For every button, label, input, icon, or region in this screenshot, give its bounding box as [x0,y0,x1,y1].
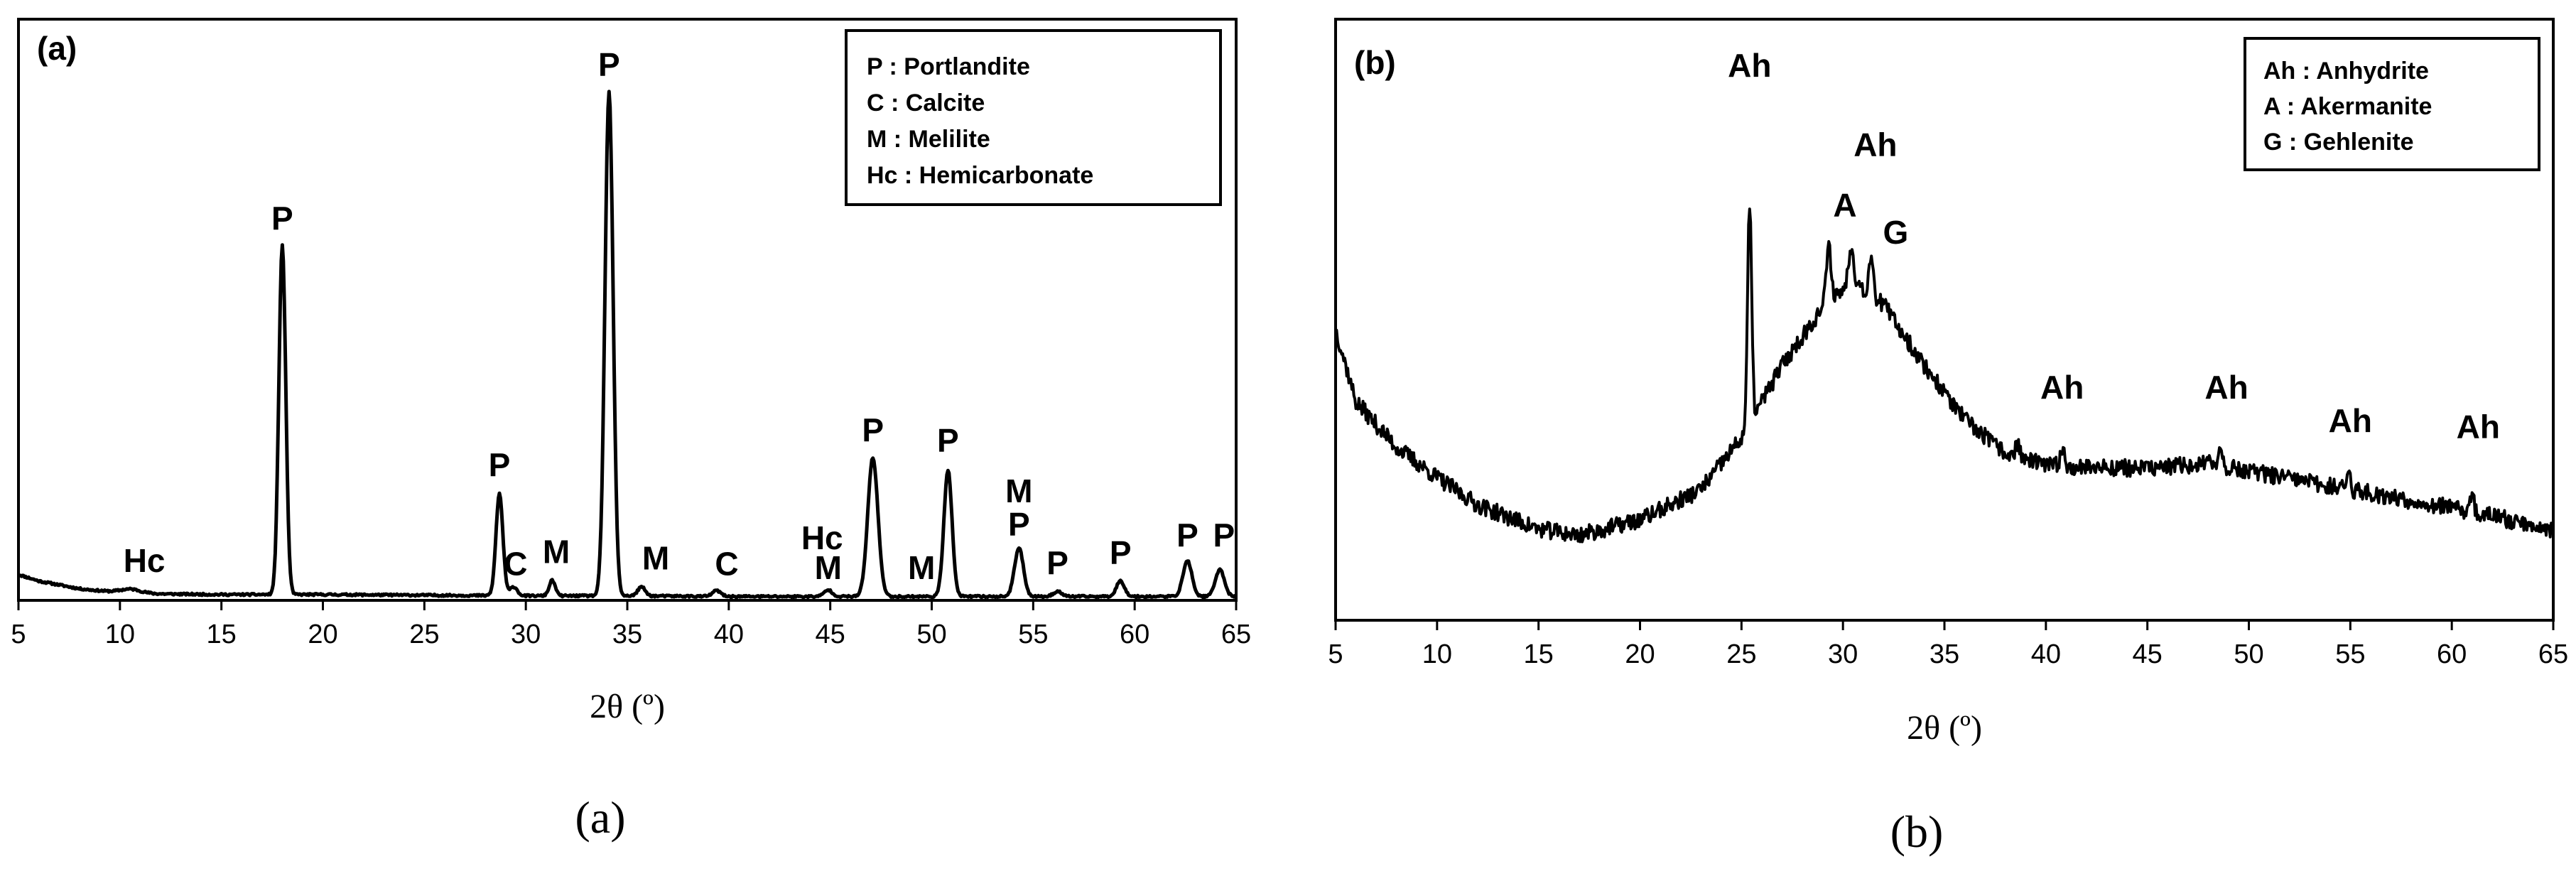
peak-label-b-2: Ah [1853,126,1897,163]
peak-label-a-8: P [1110,534,1132,571]
legend-entry-a-2: M : Melilite [867,126,990,153]
x-tick-label-b-2: 15 [1524,639,1554,669]
peak-label-a-2: P [598,46,620,83]
caption-b: (b) [1890,806,1944,857]
x-tick-label-b-7: 40 [2031,639,2061,669]
x-axis-title-a: 2θ (º) [590,688,665,725]
peak-label-a-17: M [815,549,842,586]
peak-label-a-1: P [489,446,511,483]
peak-label-b-3: G [1883,214,1909,251]
peak-label-a-13: M [543,533,570,570]
peak-label-a-14: M [642,539,669,576]
peak-label-a-6: M [1005,472,1032,509]
xrd-line-a [17,90,1238,600]
legend-entry-b-0: Ah : Anhydrite [2263,58,2429,85]
x-tick-label-b-11: 60 [2437,639,2467,669]
x-ticks-a: 5 10 15 20 25 30 35 40 45 50 55 60 65 [11,600,1251,649]
xrd-line-b [1334,207,2555,544]
x-tick-label-a-6: 35 [612,620,642,649]
x-axis-title-b: 2θ (º) [1907,709,1982,747]
legend-entry-a-1: C : Calcite [867,90,985,117]
peak-label-a-11: Hc [124,542,166,579]
peak-label-a-12: C [504,546,527,583]
x-tick-label-a-4: 25 [409,620,439,649]
peak-label-a-4: P [937,422,959,459]
panel-label-b: (b) [1354,44,1396,81]
x-ticks-b: 5 10 15 20 25 30 35 40 45 50 55 60 65 [1328,620,2568,669]
peak-label-b-6: Ah [2329,402,2372,439]
peak-label-b-0: Ah [1728,47,1771,84]
peak-label-b-4: Ah [2040,369,2084,406]
peak-label-a-5: P [1008,506,1030,543]
x-tick-label-b-6: 35 [1930,639,1959,669]
peak-labels-b: Ah A Ah G Ah Ah Ah Ah [1728,47,2500,445]
legend-entry-b-1: A : Akermanite [2263,93,2432,120]
peak-label-a-15: C [715,546,738,583]
x-tick-label-b-1: 10 [1422,639,1452,669]
x-tick-label-b-3: 20 [1625,639,1655,669]
x-tick-label-b-12: 65 [2538,639,2568,669]
peak-label-b-1: A [1833,187,1856,224]
peak-label-a-3: P [862,411,884,448]
peak-label-a-10: P [1213,517,1235,554]
x-tick-label-a-9: 50 [916,620,946,649]
x-tick-label-a-3: 20 [308,620,337,649]
legend-b [2244,37,2540,171]
legend-a [845,29,1222,206]
x-tick-label-a-12: 65 [1221,620,1251,649]
peak-label-a-0: P [271,200,293,237]
peak-label-b-5: Ah [2204,369,2248,406]
panel-label-a: (a) [37,30,77,67]
x-tick-label-a-1: 10 [105,620,135,649]
caption-a: (a) [575,792,625,843]
peak-label-a-7: P [1046,545,1068,582]
x-tick-label-a-2: 15 [207,620,237,649]
x-tick-label-b-0: 5 [1328,639,1343,669]
x-tick-label-b-10: 55 [2335,639,2365,669]
x-tick-label-b-4: 25 [1726,639,1756,669]
x-tick-label-a-11: 60 [1120,620,1149,649]
x-tick-label-a-5: 30 [511,620,541,649]
x-tick-label-a-0: 5 [11,620,26,649]
x-tick-label-b-9: 50 [2234,639,2263,669]
x-tick-label-b-5: 30 [1828,639,1858,669]
peak-label-a-9: P [1176,517,1198,554]
x-tick-label-a-8: 45 [816,620,845,649]
x-tick-label-a-10: 55 [1018,620,1048,649]
peak-label-b-7: Ah [2457,409,2500,445]
legend-entry-a-0: P : Portlandite [867,53,1030,80]
peak-label-a-16: Hc [801,519,843,556]
x-tick-label-a-7: 40 [714,620,744,649]
peak-label-a-18: M [908,549,935,586]
x-tick-label-b-8: 45 [2133,639,2163,669]
legend-entry-b-2: G : Gehlenite [2263,129,2414,156]
legend-entry-a-3: Hc : Hemicarbonate [867,162,1093,189]
